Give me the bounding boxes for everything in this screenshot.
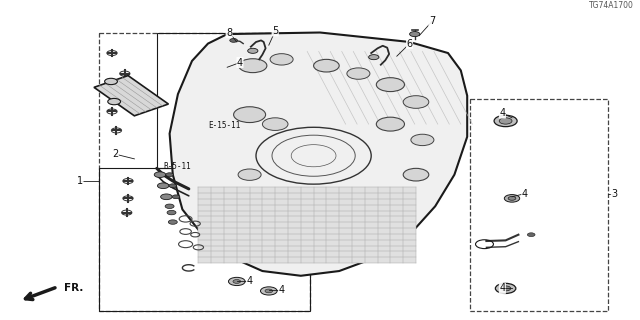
Text: TG74A1700: TG74A1700 (589, 1, 634, 10)
Circle shape (262, 118, 288, 131)
Circle shape (500, 286, 511, 291)
Circle shape (494, 115, 517, 127)
Circle shape (172, 195, 180, 199)
Text: E-15-11: E-15-11 (208, 121, 241, 130)
Text: 4: 4 (237, 58, 243, 68)
Circle shape (495, 283, 516, 293)
Circle shape (508, 196, 516, 200)
Circle shape (347, 68, 370, 79)
Circle shape (166, 173, 173, 177)
Circle shape (234, 107, 266, 123)
Circle shape (260, 287, 277, 295)
Text: 5: 5 (272, 26, 278, 36)
Circle shape (233, 280, 241, 283)
Text: 3: 3 (611, 188, 618, 199)
Circle shape (376, 78, 404, 92)
Text: 8: 8 (226, 28, 232, 37)
Text: B-5-11: B-5-11 (163, 162, 191, 171)
Circle shape (228, 277, 245, 285)
Polygon shape (170, 33, 467, 276)
Polygon shape (198, 187, 416, 263)
Circle shape (403, 96, 429, 108)
Circle shape (108, 99, 120, 105)
Text: 4: 4 (499, 284, 506, 293)
Circle shape (165, 204, 174, 208)
Circle shape (238, 169, 261, 180)
Circle shape (248, 48, 258, 53)
Circle shape (167, 210, 176, 215)
Circle shape (154, 172, 166, 178)
Circle shape (169, 184, 177, 188)
Circle shape (527, 233, 535, 236)
Circle shape (314, 59, 339, 72)
Circle shape (239, 59, 267, 73)
Circle shape (411, 134, 434, 146)
Circle shape (403, 168, 429, 181)
Text: 6: 6 (406, 39, 413, 49)
Circle shape (504, 195, 520, 202)
Circle shape (265, 289, 273, 293)
Polygon shape (94, 76, 168, 116)
Circle shape (410, 32, 420, 36)
Text: 4: 4 (522, 188, 528, 199)
Circle shape (369, 55, 379, 60)
Circle shape (499, 118, 512, 124)
Text: 1: 1 (77, 176, 83, 186)
Text: 4: 4 (499, 108, 506, 118)
Circle shape (104, 78, 117, 84)
Circle shape (270, 54, 293, 65)
Circle shape (157, 183, 169, 188)
Circle shape (230, 38, 237, 42)
Text: 2: 2 (112, 149, 118, 159)
Circle shape (168, 220, 177, 224)
Circle shape (376, 117, 404, 131)
Text: 7: 7 (429, 16, 435, 27)
Text: FR.: FR. (64, 284, 83, 293)
Text: 4: 4 (278, 285, 285, 295)
Circle shape (161, 194, 172, 200)
Text: 4: 4 (246, 276, 253, 285)
